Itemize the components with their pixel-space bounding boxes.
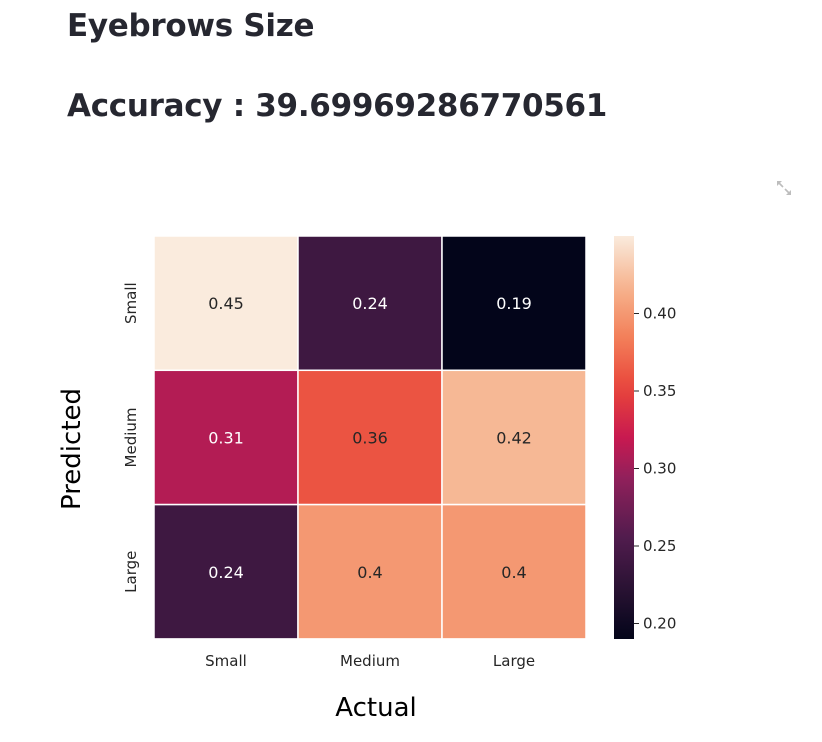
heatmap-cell [153, 369, 299, 506]
heatmap-cell [441, 503, 587, 640]
colorbar-tick-label: 0.25 [643, 537, 676, 555]
colorbar-tick-label: 0.30 [643, 460, 676, 478]
colorbar [614, 236, 634, 639]
y-tick-label: Medium [122, 407, 140, 467]
colorbar-tick-label: 0.40 [643, 305, 676, 323]
heatmap-cell [297, 503, 443, 640]
x-tick-label: Large [493, 652, 535, 670]
cell-annotation: 0.24 [208, 563, 244, 582]
colorbar-tick-label: 0.20 [643, 615, 676, 633]
cell-annotation: 0.4 [357, 563, 382, 582]
cell-annotation: 0.19 [496, 294, 532, 313]
x-tick-label: Small [205, 652, 247, 670]
y-tick-label: Small [122, 282, 140, 324]
cell-annotation: 0.24 [352, 294, 388, 313]
heatmap-cell [153, 503, 299, 640]
cell-annotation: 0.45 [208, 294, 244, 313]
accuracy-heading: Accuracy : 39.69969286770561 [67, 88, 608, 124]
colorbar-tick-label: 0.35 [643, 382, 676, 400]
heatmap-cell [297, 235, 443, 372]
x-axis-label: Actual [335, 693, 416, 723]
cell-annotation: 0.4 [501, 563, 526, 582]
fullscreen-expand-icon[interactable] [775, 179, 793, 197]
cell-annotation: 0.36 [352, 428, 388, 447]
page-title: Eyebrows Size [67, 8, 315, 44]
heatmap-cell [441, 235, 587, 372]
x-tick-label: Medium [340, 652, 400, 670]
y-axis-label: Predicted [57, 388, 87, 510]
heatmap-cell [153, 235, 299, 372]
cell-annotation: 0.31 [208, 428, 244, 447]
heatmap-cell [297, 369, 443, 506]
y-tick-label: Large [122, 551, 140, 593]
cell-annotation: 0.42 [496, 428, 532, 447]
